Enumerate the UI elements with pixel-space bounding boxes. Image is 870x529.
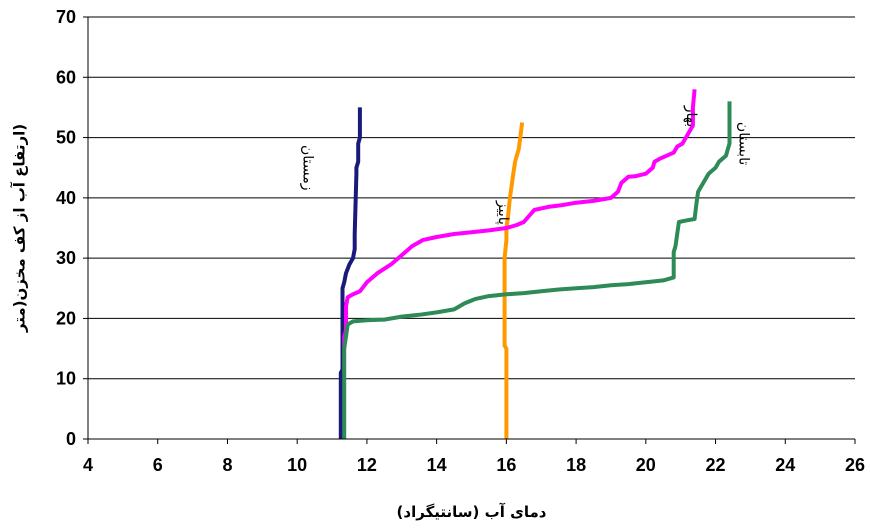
y-tick-label: 20 bbox=[56, 308, 76, 328]
x-tick-label: 14 bbox=[427, 455, 447, 475]
y-tick-label: 10 bbox=[56, 369, 76, 389]
y-tick-label: 50 bbox=[56, 128, 76, 148]
y-tick-label: 70 bbox=[56, 7, 76, 27]
series-label: تابستان bbox=[735, 122, 751, 165]
axes bbox=[83, 16, 856, 444]
x-tick-label: 4 bbox=[83, 455, 93, 475]
gridlines bbox=[88, 16, 855, 380]
series-label: زمستان bbox=[300, 145, 316, 191]
y-tick-labels: 0 10 20 30 40 50 60 70 bbox=[56, 7, 76, 449]
x-tick-label: 20 bbox=[636, 455, 656, 475]
series-labels: زمستان پاییز بهار تابستان bbox=[300, 105, 752, 225]
x-tick-label: 10 bbox=[287, 455, 307, 475]
series-line bbox=[342, 89, 697, 349]
x-tick-label: 8 bbox=[222, 455, 232, 475]
series-label: پاییز bbox=[495, 200, 511, 225]
x-tick-label: 26 bbox=[845, 455, 865, 475]
x-tick-label: 22 bbox=[706, 455, 726, 475]
series-line bbox=[338, 107, 362, 439]
x-axis-title: دمای آب (سانتیگراد) bbox=[397, 503, 547, 521]
x-tick-label: 6 bbox=[153, 455, 163, 475]
x-tick-label: 18 bbox=[566, 455, 586, 475]
series-line bbox=[502, 122, 525, 439]
y-axis-title: (ارتفاع آب از کف مخزن(متر bbox=[11, 124, 29, 333]
y-tick-label: 0 bbox=[66, 429, 76, 449]
y-tick-label: 30 bbox=[56, 248, 76, 268]
x-tick-label: 16 bbox=[496, 455, 516, 475]
x-tick-labels: 4 6 8 10 12 14 16 18 20 22 24 26 bbox=[83, 455, 865, 475]
x-tick-label: 12 bbox=[357, 455, 377, 475]
y-tick-label: 60 bbox=[56, 67, 76, 87]
series-group bbox=[338, 89, 732, 439]
y-tick-label: 40 bbox=[56, 188, 76, 208]
series-label: بهار bbox=[683, 105, 699, 127]
series-line bbox=[342, 101, 732, 439]
x-tick-label: 24 bbox=[775, 455, 795, 475]
